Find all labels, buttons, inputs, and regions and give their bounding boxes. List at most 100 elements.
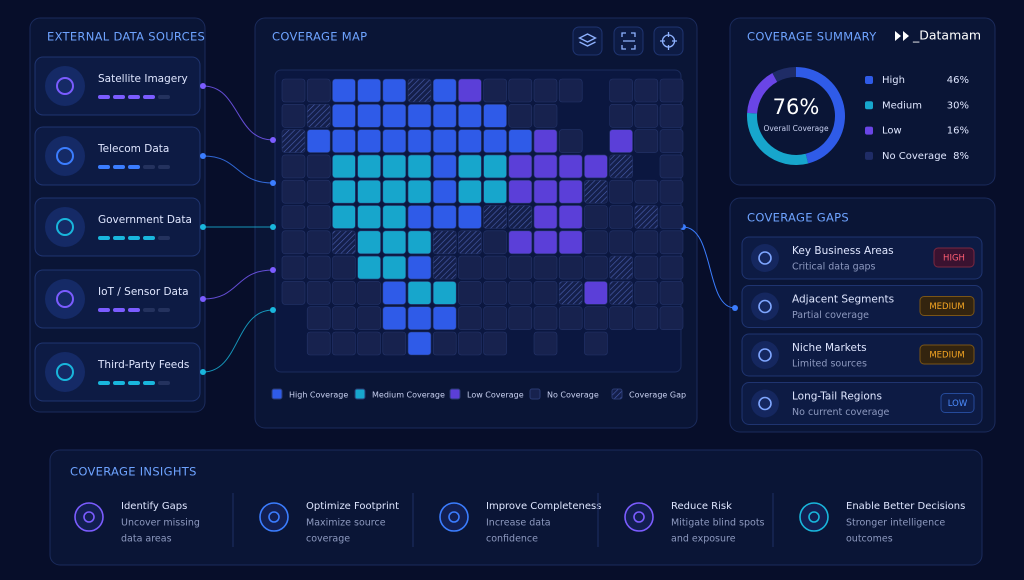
map-tile — [558, 306, 583, 331]
connector-dot — [200, 224, 206, 230]
map-tile — [483, 306, 507, 331]
map-tile — [634, 205, 659, 229]
map-tile — [382, 104, 407, 128]
progress-segment — [98, 165, 110, 169]
map-tile — [407, 306, 432, 331]
connector-dot — [270, 224, 276, 230]
source-icon-bg — [45, 66, 85, 106]
focus-icon — [621, 32, 636, 50]
map-tile — [432, 281, 457, 305]
source-label: Telecom Data — [97, 143, 169, 155]
map-tile — [281, 230, 306, 255]
gap-desc: Partial coverage — [792, 310, 869, 321]
map-tile — [659, 179, 684, 204]
map-tile — [533, 205, 558, 229]
map-tile — [306, 129, 331, 153]
source-label: Government Data — [98, 214, 192, 226]
map-tile — [558, 78, 583, 103]
map-tile — [281, 154, 306, 179]
map-tile — [357, 331, 381, 356]
map-tile — [483, 179, 507, 204]
legend-label: No Coverage — [547, 391, 599, 400]
map-tile — [407, 281, 432, 305]
map-tile — [432, 205, 457, 229]
legend-label: Medium Coverage — [372, 391, 445, 400]
progress-segment — [128, 236, 140, 240]
map-tile — [558, 205, 583, 229]
map-tile — [281, 78, 306, 103]
progress-segment — [113, 95, 125, 99]
map-tile — [357, 154, 381, 179]
gap-icon-bg — [751, 244, 779, 272]
map-tile — [306, 205, 331, 229]
map-tile — [306, 78, 331, 103]
map-tile — [432, 255, 457, 280]
gap-icon-bg — [751, 389, 779, 418]
map-tile — [508, 306, 533, 331]
map-tile — [508, 255, 533, 280]
map-tile — [659, 129, 684, 153]
legend-label: Low Coverage — [467, 391, 524, 400]
insight-desc: Stronger intelligence — [846, 518, 945, 529]
source-label: IoT / Sensor Data — [98, 286, 189, 298]
target-button[interactable] — [653, 26, 684, 56]
map-tile — [458, 179, 482, 204]
legend-swatch — [865, 126, 873, 135]
map-tile — [432, 104, 457, 128]
connector-dot — [270, 137, 276, 143]
map-tile — [332, 331, 356, 356]
map-tile — [407, 205, 432, 229]
map-tile — [558, 129, 583, 153]
map-tile — [332, 306, 356, 331]
map-tile — [584, 230, 608, 255]
legend-label: Coverage Gap — [629, 391, 686, 400]
insight-icon-core — [268, 511, 280, 523]
legend-swatch — [865, 101, 873, 110]
badge-label: LOW — [948, 399, 968, 409]
map-tile — [357, 255, 381, 280]
target-icon — [660, 32, 677, 50]
map-tile — [508, 78, 533, 103]
map-tile — [634, 255, 659, 280]
donut-segment — [796, 67, 846, 164]
map-tile — [382, 179, 407, 204]
insight-title: Optimize Footprint — [306, 501, 399, 512]
map-tile — [634, 104, 659, 128]
panel-title: COVERAGE MAP — [272, 30, 367, 44]
center-value: 76% — [773, 95, 820, 119]
map-tile — [432, 179, 457, 204]
insight-desc: outcomes — [846, 534, 893, 545]
connector-dot — [200, 369, 206, 375]
map-tile — [609, 179, 633, 204]
connector — [202, 85, 274, 141]
map-tile — [533, 255, 558, 280]
panel-title: EXTERNAL DATA SOURCES — [47, 30, 205, 44]
map-tile — [382, 205, 407, 229]
map-tile — [508, 129, 533, 153]
map-tile — [407, 104, 432, 128]
source-icon-bg — [45, 136, 85, 176]
badge-label: MEDIUM — [929, 302, 964, 312]
map-tile — [332, 205, 356, 229]
progress-segment — [143, 308, 155, 312]
layers-button[interactable] — [572, 26, 603, 56]
map-tile — [558, 154, 583, 179]
source-icon-bg — [45, 279, 85, 319]
donut-segment — [747, 112, 809, 165]
map-tile — [306, 154, 331, 179]
summary-panel — [729, 17, 996, 186]
insight-icon — [624, 502, 654, 532]
insight-icon — [799, 502, 829, 532]
map-tile — [533, 154, 558, 179]
connector — [202, 155, 274, 184]
connector-dot — [200, 153, 206, 159]
insight-desc: confidence — [486, 534, 538, 545]
map-tile — [458, 205, 482, 229]
progress-segment — [128, 95, 140, 99]
map-tile — [407, 230, 432, 255]
map-tile — [508, 230, 533, 255]
map-tile — [558, 281, 583, 305]
map-tile — [533, 230, 558, 255]
